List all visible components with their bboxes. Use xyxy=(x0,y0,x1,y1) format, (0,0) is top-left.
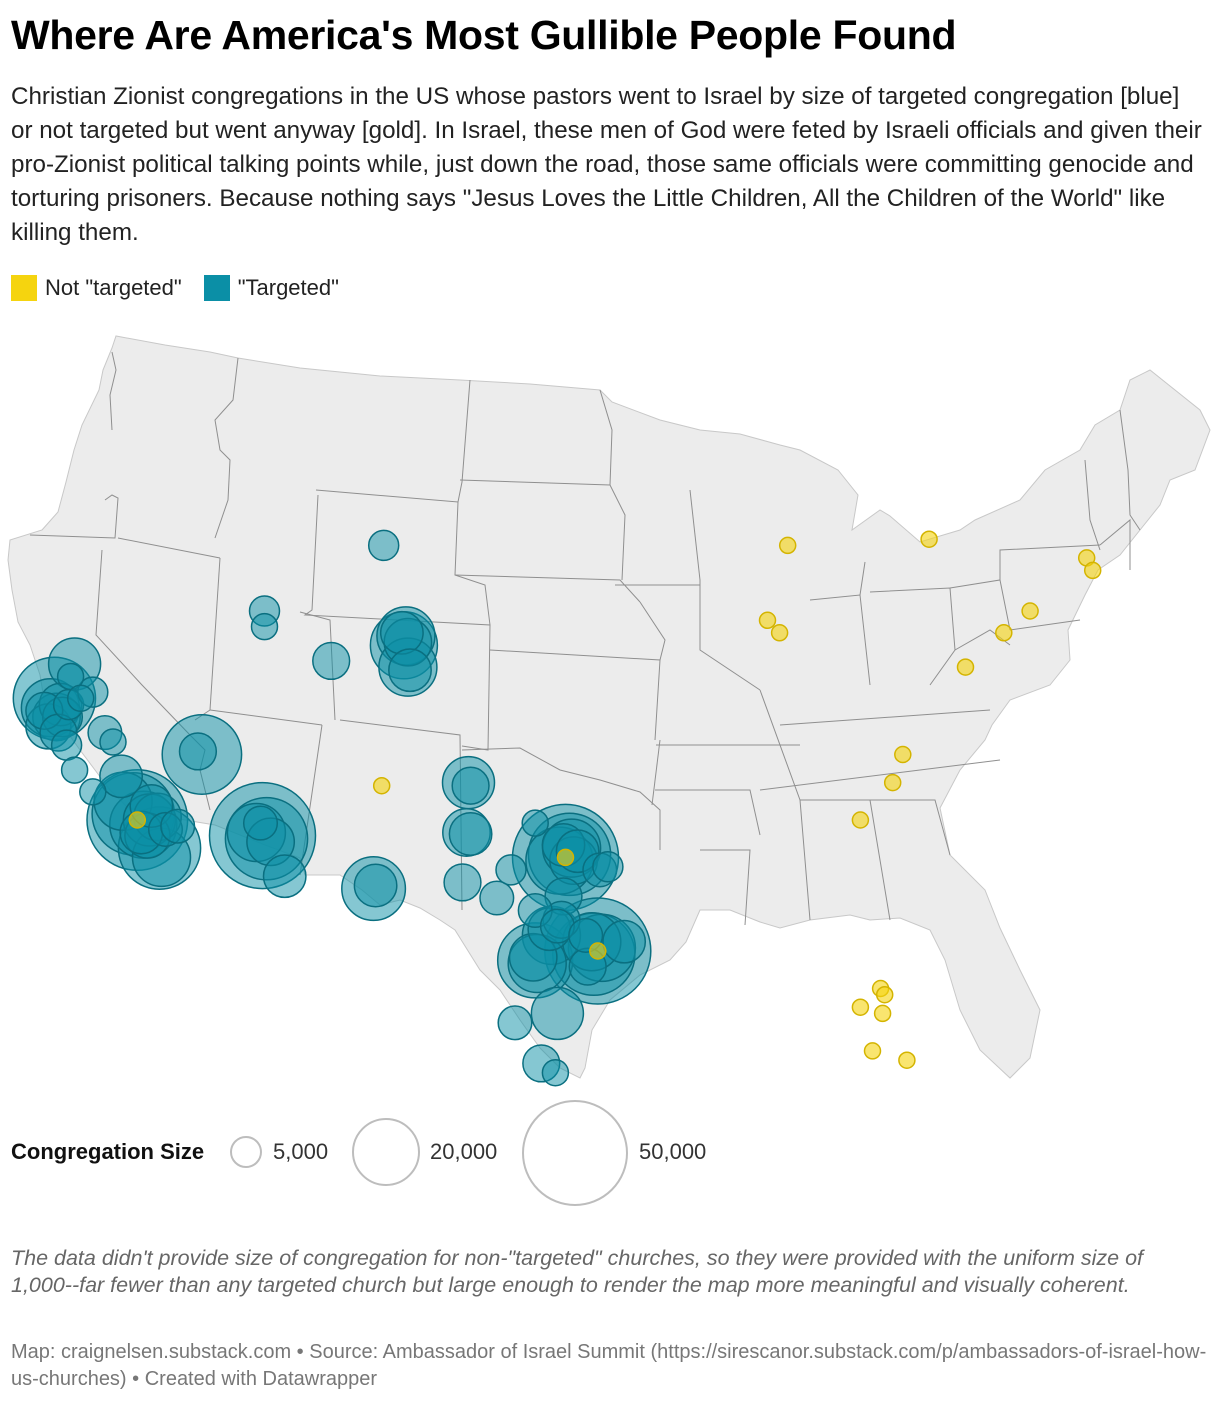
not-targeted-congregation-point[interactable] xyxy=(851,998,870,1016)
size-legend-label-5000: 5,000 xyxy=(273,1139,329,1164)
targeted-congregation-point[interactable] xyxy=(443,863,482,902)
source-credit: Map: craignelsen.substack.com • Source: … xyxy=(11,1341,1207,1390)
legend-label-targeted: "Targeted" xyxy=(237,275,339,300)
not-targeted-congregation-point[interactable] xyxy=(770,624,789,642)
map-title: Where Are America's Most Gullible People… xyxy=(11,12,957,58)
not-targeted-congregation-point[interactable] xyxy=(128,811,147,829)
congregation-points xyxy=(12,529,1102,1087)
not-targeted-congregation-point[interactable] xyxy=(875,985,894,1004)
not-targeted-congregation-point[interactable] xyxy=(920,530,938,548)
not-targeted-congregation-point[interactable] xyxy=(1083,561,1102,580)
color-legend: Not "targeted" "Targeted" xyxy=(11,274,361,302)
targeted-congregation-point[interactable] xyxy=(497,1005,533,1041)
targeted-congregation-point[interactable] xyxy=(250,612,279,641)
size-legend-circle-20000 xyxy=(352,1118,420,1186)
size-legend-title: Congregation Size xyxy=(11,1139,205,1164)
not-targeted-congregation-point[interactable] xyxy=(372,776,391,795)
legend-label-not-targeted: Not "targeted" xyxy=(45,275,182,300)
not-targeted-congregation-point[interactable] xyxy=(894,745,912,764)
us-map xyxy=(7,335,1211,1087)
not-targeted-congregation-point[interactable] xyxy=(898,1051,916,1069)
not-targeted-congregation-point[interactable] xyxy=(589,942,607,960)
not-targeted-congregation-point[interactable] xyxy=(778,536,797,555)
targeted-congregation-point[interactable] xyxy=(60,756,89,784)
not-targeted-congregation-point[interactable] xyxy=(851,811,870,829)
targeted-congregation-point[interactable] xyxy=(160,808,196,844)
not-targeted-congregation-point[interactable] xyxy=(556,848,575,867)
size-legend-label-20000: 20,000 xyxy=(430,1139,498,1164)
targeted-congregation-point[interactable] xyxy=(353,863,398,908)
targeted-congregation-point[interactable] xyxy=(541,1058,570,1087)
targeted-congregation-point[interactable] xyxy=(242,805,279,841)
legend-swatch-not-targeted xyxy=(11,275,37,301)
targeted-congregation-point[interactable] xyxy=(66,684,95,713)
not-targeted-congregation-point[interactable] xyxy=(1021,602,1039,620)
not-targeted-congregation-point[interactable] xyxy=(956,658,975,676)
footnote: The data didn't provide size of congrega… xyxy=(11,1246,1144,1297)
legend-item-not-targeted: Not "targeted" xyxy=(11,275,182,301)
map-subtitle: Christian Zionist congregations in the U… xyxy=(11,83,1202,246)
targeted-congregation-point[interactable] xyxy=(495,854,527,886)
not-targeted-congregation-point[interactable] xyxy=(883,773,902,792)
targeted-congregation-point[interactable] xyxy=(388,648,432,693)
not-targeted-congregation-point[interactable] xyxy=(873,1004,892,1023)
targeted-congregation-point[interactable] xyxy=(312,641,351,681)
targeted-congregation-point[interactable] xyxy=(602,919,647,964)
targeted-congregation-point[interactable] xyxy=(99,728,127,756)
targeted-congregation-point[interactable] xyxy=(367,529,400,562)
targeted-congregation-point[interactable] xyxy=(451,766,490,805)
targeted-congregation-point[interactable] xyxy=(262,854,307,899)
size-legend-circle-50000 xyxy=(522,1100,628,1206)
targeted-congregation-point[interactable] xyxy=(479,880,515,916)
size-legend-label-50000: 50,000 xyxy=(639,1139,707,1164)
not-targeted-congregation-point[interactable] xyxy=(758,611,777,630)
targeted-congregation-point[interactable] xyxy=(379,610,424,655)
size-legend: Congregation Size 5,000 20,000 50,000 xyxy=(11,1095,811,1215)
targeted-congregation-point[interactable] xyxy=(592,851,624,883)
legend-swatch-targeted xyxy=(203,275,230,301)
not-targeted-congregation-point[interactable] xyxy=(863,1042,882,1060)
not-targeted-congregation-point[interactable] xyxy=(995,624,1013,642)
targeted-congregation-point[interactable] xyxy=(521,809,549,837)
size-legend-circle-5000 xyxy=(230,1136,262,1168)
targeted-congregation-point[interactable] xyxy=(530,986,585,1041)
targeted-congregation-point[interactable] xyxy=(79,778,107,806)
targeted-congregation-point[interactable] xyxy=(448,812,493,856)
legend-item-targeted: "Targeted" xyxy=(203,275,339,301)
targeted-congregation-point[interactable] xyxy=(99,754,144,799)
targeted-congregation-point[interactable] xyxy=(50,729,83,761)
targeted-congregation-point[interactable] xyxy=(178,732,218,771)
